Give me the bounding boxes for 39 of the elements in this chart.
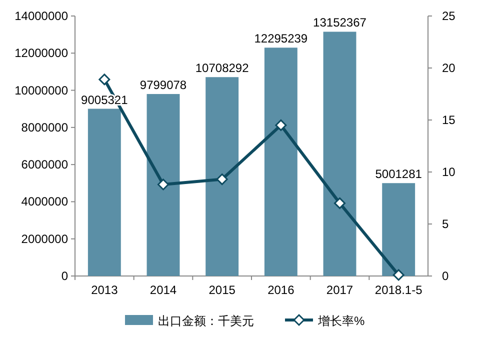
point <box>392 269 404 281</box>
y2-tick-label: 0 <box>442 269 449 283</box>
data-label: 13152367 <box>313 16 367 30</box>
x-tick-label: 2013 <box>91 283 118 297</box>
data-label: 10708292 <box>195 61 250 76</box>
y-tick-label: 8000000 <box>21 120 68 134</box>
y2-tick-label: 20 <box>442 61 456 75</box>
legend-label: 出口金额：千美元 <box>158 314 254 328</box>
bar <box>88 108 121 276</box>
x-tick-label: 2015 <box>208 283 236 297</box>
y-tick-label: 0 <box>61 269 68 283</box>
point <box>275 119 287 131</box>
data-label: 9799078 <box>140 78 187 92</box>
point <box>216 174 228 186</box>
y-tick-label: 6000000 <box>21 158 68 172</box>
x-tick-label: 2016 <box>268 283 295 297</box>
point <box>158 178 169 190</box>
bar <box>206 77 239 276</box>
y2-tick-label: 5 <box>442 217 449 231</box>
y-tick-label: 10000000 <box>14 83 68 98</box>
point <box>98 74 110 86</box>
bar <box>382 183 416 276</box>
y-tick-label: 2000000 <box>21 232 68 246</box>
bar <box>323 32 356 276</box>
y2-tick-label: 25 <box>442 9 456 23</box>
point <box>334 197 346 209</box>
legend-label: 增长率% <box>317 314 365 328</box>
bar <box>264 48 298 276</box>
y2-tick-label: 15 <box>442 113 456 127</box>
x-tick-label: 2014 <box>150 283 177 297</box>
x-tick-label: 2018.1-5 <box>374 283 423 297</box>
y-tick-label: 12000000 <box>14 46 68 60</box>
y-tick-label: 14000000 <box>14 9 68 23</box>
y2-tick-label: 10 <box>442 165 456 179</box>
x-tick-label: 2017 <box>326 283 354 297</box>
bar <box>146 94 180 276</box>
data-label: 5001281 <box>375 167 422 182</box>
y-tick-label: 4000000 <box>21 194 68 209</box>
data-label: 12295239 <box>254 32 308 46</box>
